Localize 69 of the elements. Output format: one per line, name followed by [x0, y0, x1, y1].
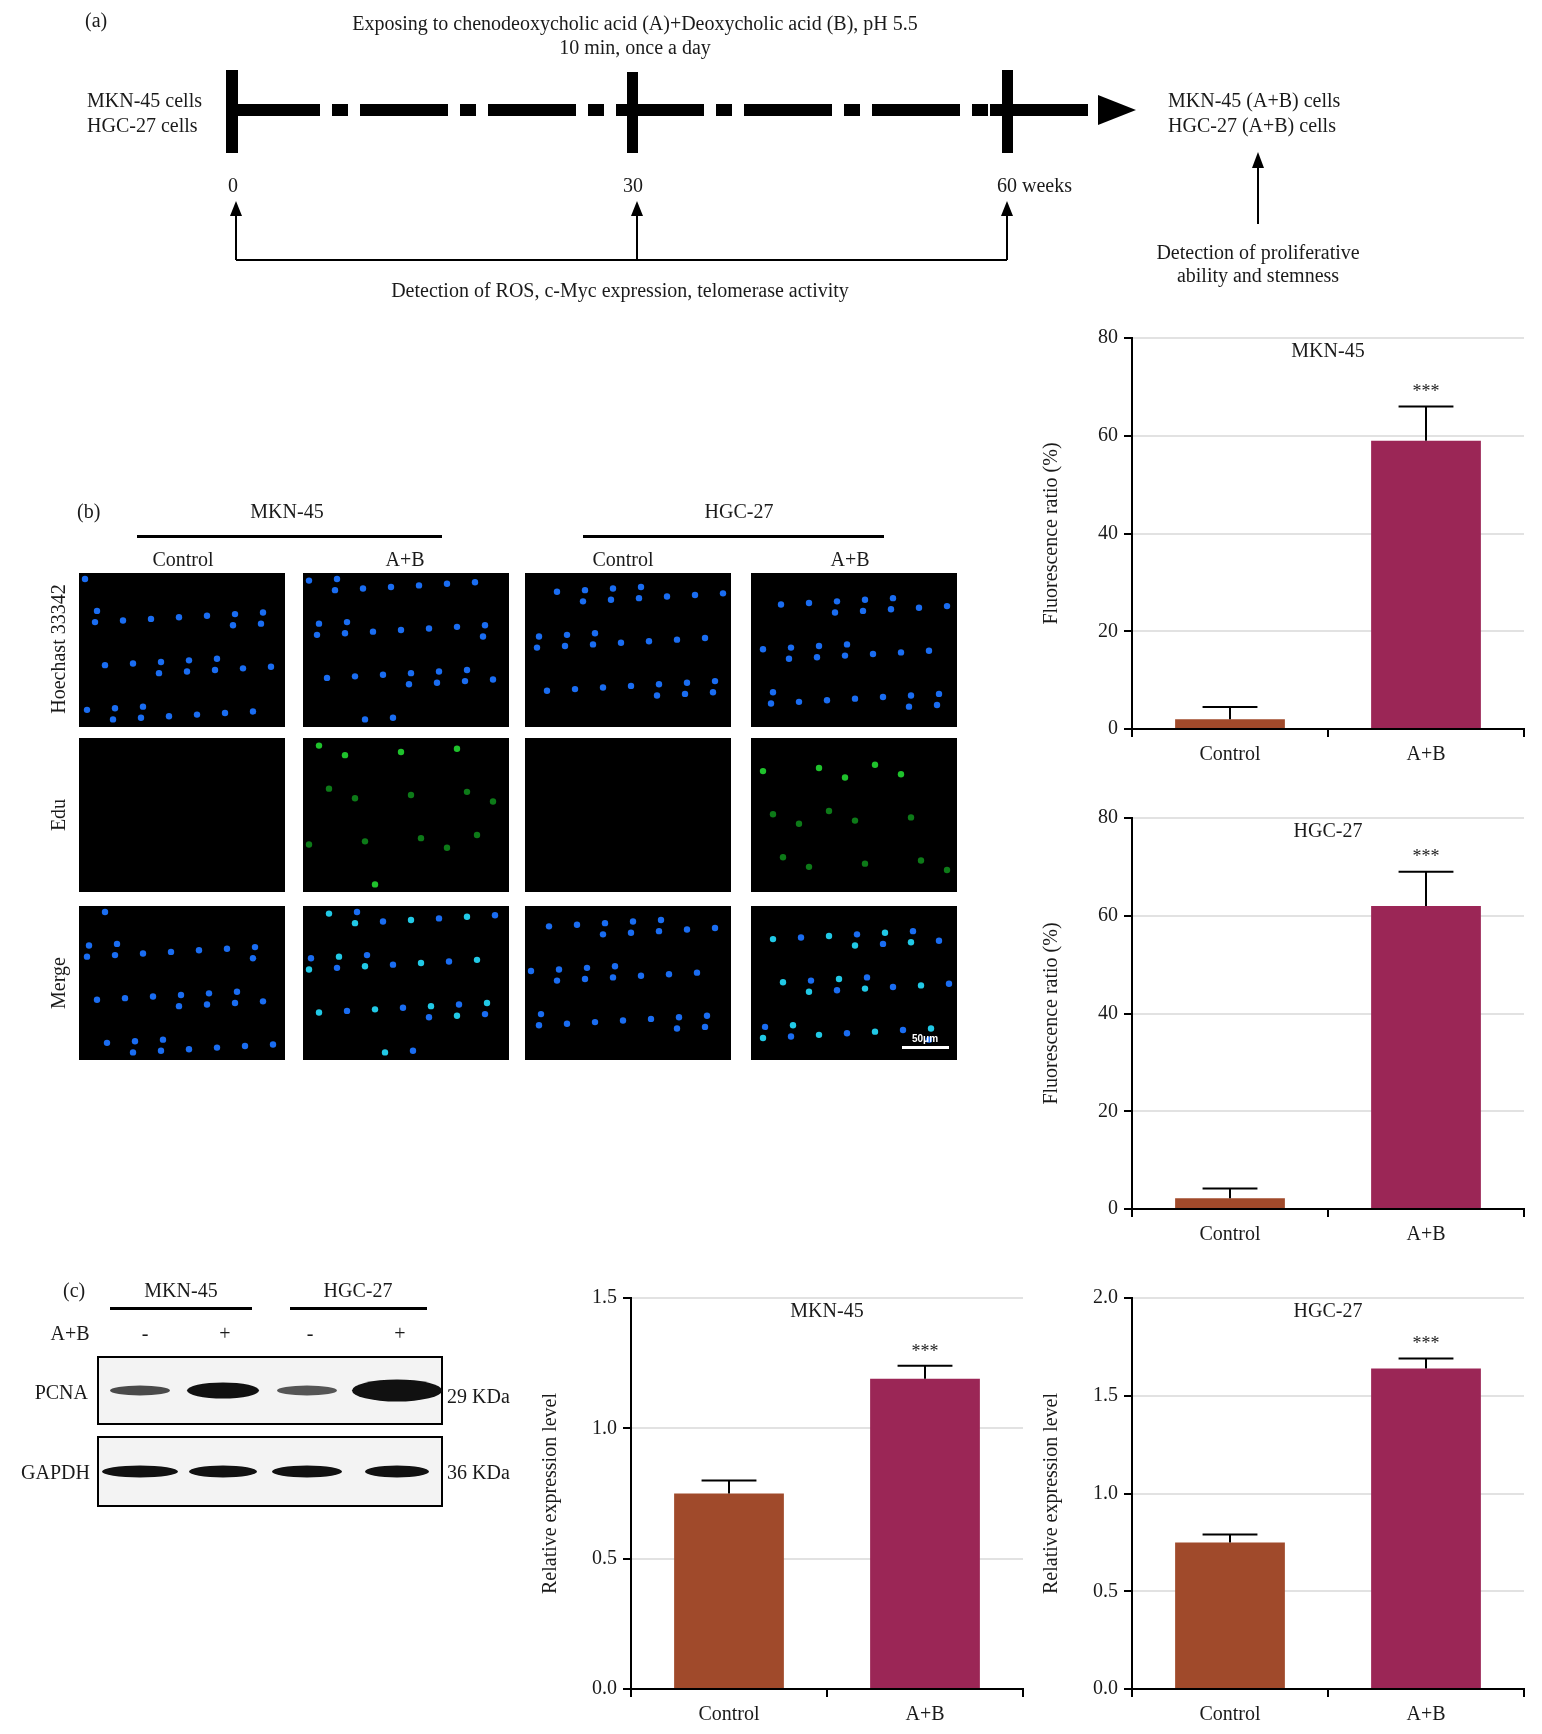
text: Merge: [46, 957, 70, 1009]
y-tick-label: 0.5: [592, 1545, 617, 1568]
text: 36 KDa: [447, 1460, 510, 1484]
y-tick-label: 0.5: [1093, 1578, 1118, 1601]
text: MKN-45: [144, 1278, 218, 1302]
y-tick-label: 0.0: [1093, 1676, 1118, 1699]
text: -: [141, 1321, 149, 1345]
text: -: [306, 1321, 314, 1345]
text: HGC-27: [323, 1278, 393, 1302]
text: Control: [152, 547, 214, 571]
y-tick-label: 40: [1098, 520, 1118, 543]
text: 10 min, once a day: [559, 35, 711, 59]
y-tick-label: 2.0: [1093, 1285, 1118, 1308]
chart-title: HGC-27: [1293, 819, 1363, 842]
text: MKN-45 (A+B) cells: [1168, 88, 1341, 112]
y-tick-label: 0: [1108, 1196, 1118, 1219]
y-tick-label: 0: [1108, 716, 1118, 739]
annotation: ***: [1412, 381, 1440, 402]
text: PCNA: [34, 1380, 88, 1404]
x-tick-label: Control: [1199, 1702, 1261, 1725]
text: 60 weeks: [997, 173, 1072, 197]
y-tick-label: 0.0: [592, 1676, 617, 1699]
text: Control: [592, 547, 654, 571]
chart-title: MKN-45: [1291, 339, 1365, 362]
x-tick-label: A+B: [1406, 1702, 1446, 1725]
chart-title: MKN-45: [790, 1299, 864, 1322]
text: HGC-27 (A+B) cells: [1168, 113, 1336, 137]
y-axis-title: Relative expression level: [1039, 1392, 1063, 1595]
text: Edu: [46, 798, 70, 832]
y-tick-label: 1.5: [592, 1285, 617, 1308]
chart-title: HGC-27: [1293, 1299, 1363, 1322]
text: HGC-27 cells: [87, 113, 198, 137]
text: A+B: [50, 1321, 90, 1345]
y-tick-label: 60: [1098, 423, 1118, 445]
text: Detection of ROS, c-Myc expression, telomerase activity: [391, 278, 849, 302]
x-tick-label: A+B: [905, 1702, 945, 1725]
text: (b): [77, 499, 101, 523]
y-tick-label: 40: [1098, 1000, 1118, 1023]
y-tick-label: 1.0: [592, 1415, 617, 1438]
y-tick-label: 80: [1098, 805, 1118, 828]
text: 30: [623, 173, 643, 197]
text: 0: [228, 173, 238, 197]
text: +: [219, 1321, 231, 1345]
annotation: ***: [1412, 1333, 1440, 1354]
y-axis-title: Fluorescence ratio (%): [1039, 442, 1063, 625]
text: GAPDH: [21, 1460, 90, 1484]
y-tick-label: 1.0: [1093, 1480, 1118, 1503]
y-tick-label: 20: [1098, 1098, 1118, 1121]
text: (c): [63, 1278, 86, 1302]
y-tick-label: 1.5: [1093, 1383, 1118, 1405]
text: +: [394, 1321, 406, 1345]
y-axis-title: Relative expression level: [538, 1392, 562, 1595]
annotation: ***: [1412, 846, 1440, 867]
y-tick-label: 80: [1098, 325, 1118, 348]
text: Detection of proliferative ability and stemness: [1155, 241, 1361, 287]
annotation: ***: [911, 1340, 939, 1361]
text: A+B: [830, 547, 870, 571]
text: Hoechast 33342: [46, 584, 70, 714]
text: A+B: [385, 547, 425, 571]
text: Exposing to chenodeoxycholic acid (A)+Deoxycholic acid (B), pH 5.5: [352, 11, 918, 35]
text: MKN-45: [250, 499, 324, 523]
x-tick-label: Control: [698, 1702, 760, 1725]
y-tick-label: 20: [1098, 618, 1118, 641]
text: HGC-27: [704, 499, 774, 523]
y-axis-title: Fluorescence ratio (%): [1039, 922, 1063, 1105]
y-tick-label: 60: [1098, 903, 1118, 925]
text: (a): [85, 8, 108, 32]
text: MKN-45 cells: [87, 88, 202, 112]
text: 29 KDa: [447, 1384, 510, 1408]
